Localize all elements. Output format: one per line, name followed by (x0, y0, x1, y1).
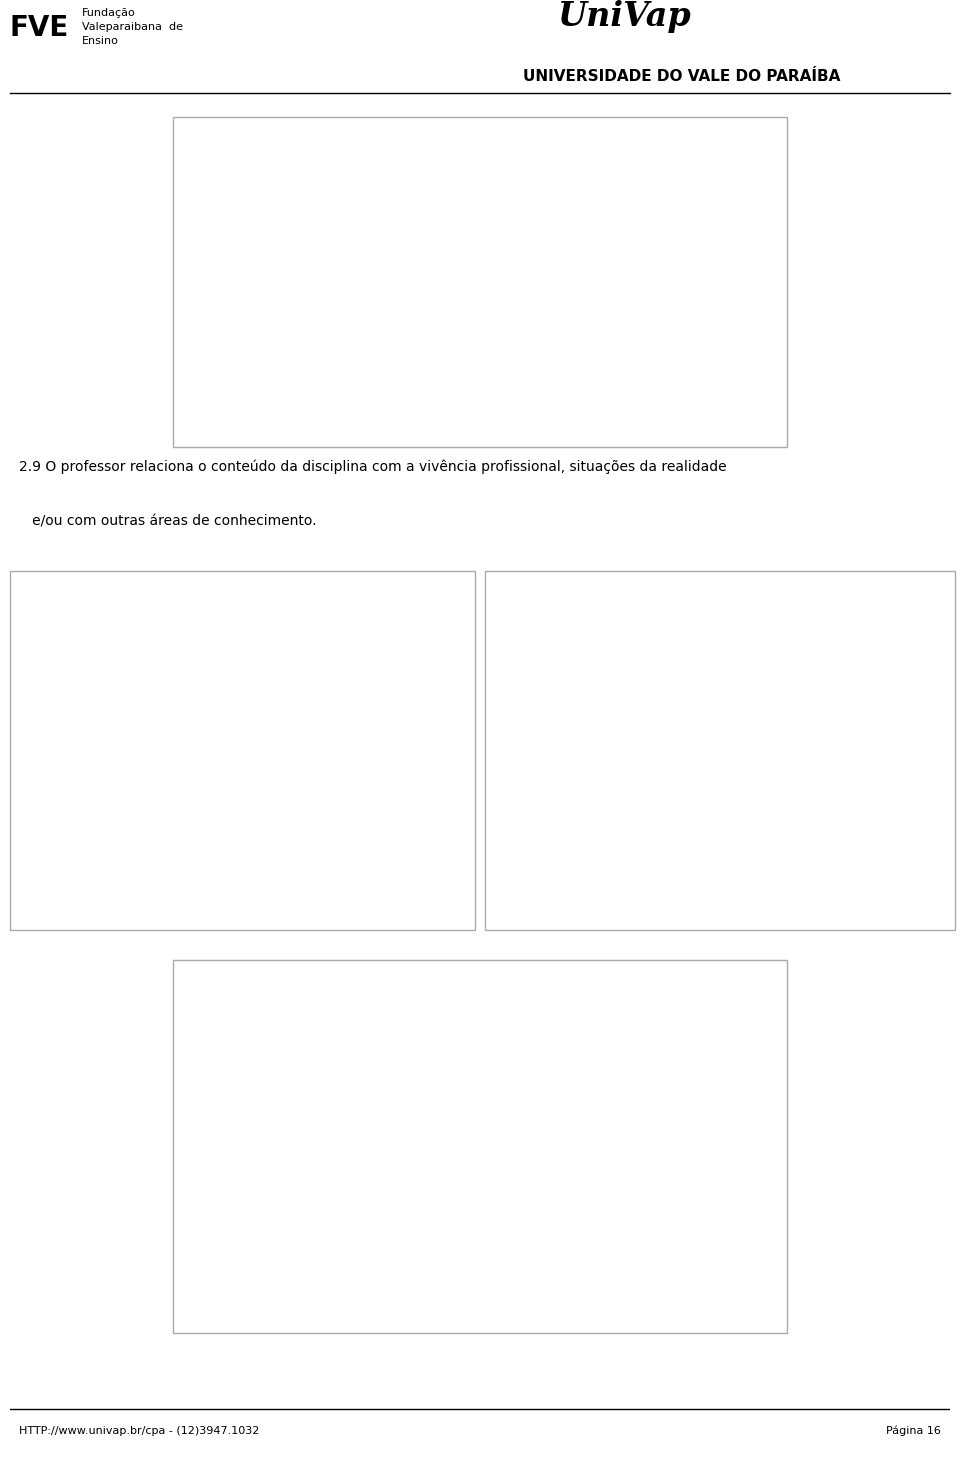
Text: 0%: 0% (348, 902, 365, 911)
Text: FVE: FVE (10, 15, 69, 42)
Text: e/ou com outras áreas de conhecimento.: e/ou com outras áreas de conhecimento. (19, 514, 317, 529)
Legend: Aluno, Professor: Aluno, Professor (690, 221, 773, 256)
Bar (582, 779, 619, 916)
Text: 0%: 0% (270, 902, 286, 911)
Text: 43%: 43% (463, 319, 486, 330)
Text: 100%: 100% (147, 646, 177, 655)
Text: 18%: 18% (824, 856, 847, 866)
Legend: Aluno, Professor: Aluno, Professor (375, 681, 458, 718)
Text: 29%: 29% (620, 352, 643, 362)
Title: Engenharia ambiental - Villa Branca - Noturno: Engenharia ambiental - Villa Branca - No… (338, 977, 660, 990)
Text: 50%: 50% (229, 774, 252, 784)
Text: 43%: 43% (620, 1190, 643, 1198)
Legend: Aluno, Professor: Aluno, Professor (856, 681, 939, 718)
Bar (291, 365, 341, 432)
Text: 0%: 0% (516, 419, 533, 429)
Text: 50%: 50% (113, 774, 136, 784)
Text: UNIVERSIDADE DO VALE DO PARAÍBA: UNIVERSIDADE DO VALE DO PARAÍBA (523, 69, 841, 84)
Text: 57%: 57% (304, 1151, 327, 1162)
Text: UniVap: UniVap (557, 0, 690, 34)
Text: 0%: 0% (675, 1304, 691, 1314)
Bar (341, 1050, 392, 1318)
Text: 100%: 100% (624, 646, 653, 655)
Text: 0%: 0% (675, 419, 691, 429)
Text: HTTP://www.univap.br/cpa - (12)3947.1032: HTTP://www.univap.br/cpa - (12)3947.1032 (19, 1425, 259, 1436)
Legend: Aluno, Professor: Aluno, Professor (690, 1072, 773, 1109)
Bar (619, 659, 657, 916)
Text: 0%: 0% (516, 1304, 533, 1314)
Bar (143, 659, 180, 916)
Text: 100%: 100% (351, 186, 381, 196)
Bar (816, 869, 854, 916)
Text: 100%: 100% (351, 1036, 381, 1046)
Text: Fundação
Valeparaibana  de
Ensino: Fundação Valeparaibana de Ensino (82, 7, 182, 45)
Text: 2.9 O professor relaciona o conteúdo da disciplina com a vivência profissional, : 2.9 O professor relaciona o conteúdo da … (19, 460, 727, 475)
Text: 29%: 29% (707, 828, 730, 838)
Bar (107, 788, 143, 916)
Bar (341, 201, 392, 432)
Bar (699, 841, 737, 916)
Text: 0%: 0% (748, 902, 764, 911)
Bar (607, 1203, 658, 1318)
Bar (291, 1166, 341, 1318)
Title: Engª Ambiental - Urbanova - Noturno: Engª Ambiental - Urbanova - Noturno (606, 589, 868, 602)
Bar (448, 333, 499, 432)
Text: 0%: 0% (466, 1304, 482, 1314)
Text: 0%: 0% (385, 902, 401, 911)
Title: Engenharia ambiental - Villa Branca - Noturno: Engenharia ambiental - Villa Branca - No… (338, 135, 660, 148)
Bar (222, 788, 259, 916)
Text: 53%: 53% (589, 766, 612, 776)
Text: 0%: 0% (865, 902, 881, 911)
Bar (607, 365, 658, 432)
Text: Página 16: Página 16 (886, 1425, 941, 1436)
Title: Engenharia ambiental - Urbanova - Matutino: Engenharia ambiental - Urbanova - Matuti… (103, 589, 416, 602)
Text: 29%: 29% (304, 352, 327, 362)
